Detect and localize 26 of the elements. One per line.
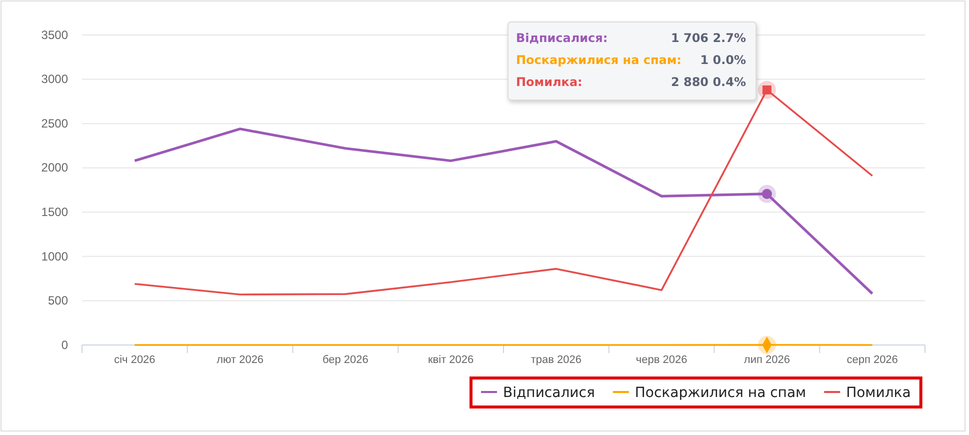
y-tick-label: 500 [48, 294, 68, 308]
x-tick-label: серп 2026 [846, 354, 898, 366]
annotation: Помилка: [516, 75, 582, 89]
y-tick-label: 3000 [41, 72, 68, 86]
y-tick-label: 0 [61, 338, 68, 352]
legend-label: Помилка [846, 385, 911, 401]
y-tick-label: 3500 [41, 28, 68, 42]
x-tick-label: черв 2026 [636, 354, 688, 366]
y-tick-label: 2000 [41, 160, 68, 175]
y-tick-label: 1500 [41, 204, 68, 219]
y-tick-label: 1000 [41, 249, 68, 264]
x-tick-label: бер 2026 [322, 354, 368, 366]
x-tick-label: лют 2026 [216, 354, 264, 366]
annotation: 1 706 2.7% [670, 31, 746, 45]
legend-label: Поскаржилися на спам [634, 385, 806, 401]
annotation: 1 0.0% [700, 53, 746, 67]
line-series [133, 128, 874, 295]
legend-label: Відписалися [503, 385, 595, 401]
annotation: Поскаржилися на спам: [516, 53, 682, 67]
y-tick-label: 2500 [41, 116, 68, 130]
annotation: Відписалися: [516, 31, 608, 45]
x-tick-label: трав 2026 [530, 354, 582, 366]
annotation: 2 880 0.4% [670, 75, 746, 89]
x-tick-label: квіт 2026 [428, 354, 474, 366]
x-tick-label: лип 2026 [744, 354, 790, 366]
x-tick-label: січ 2026 [114, 354, 156, 366]
